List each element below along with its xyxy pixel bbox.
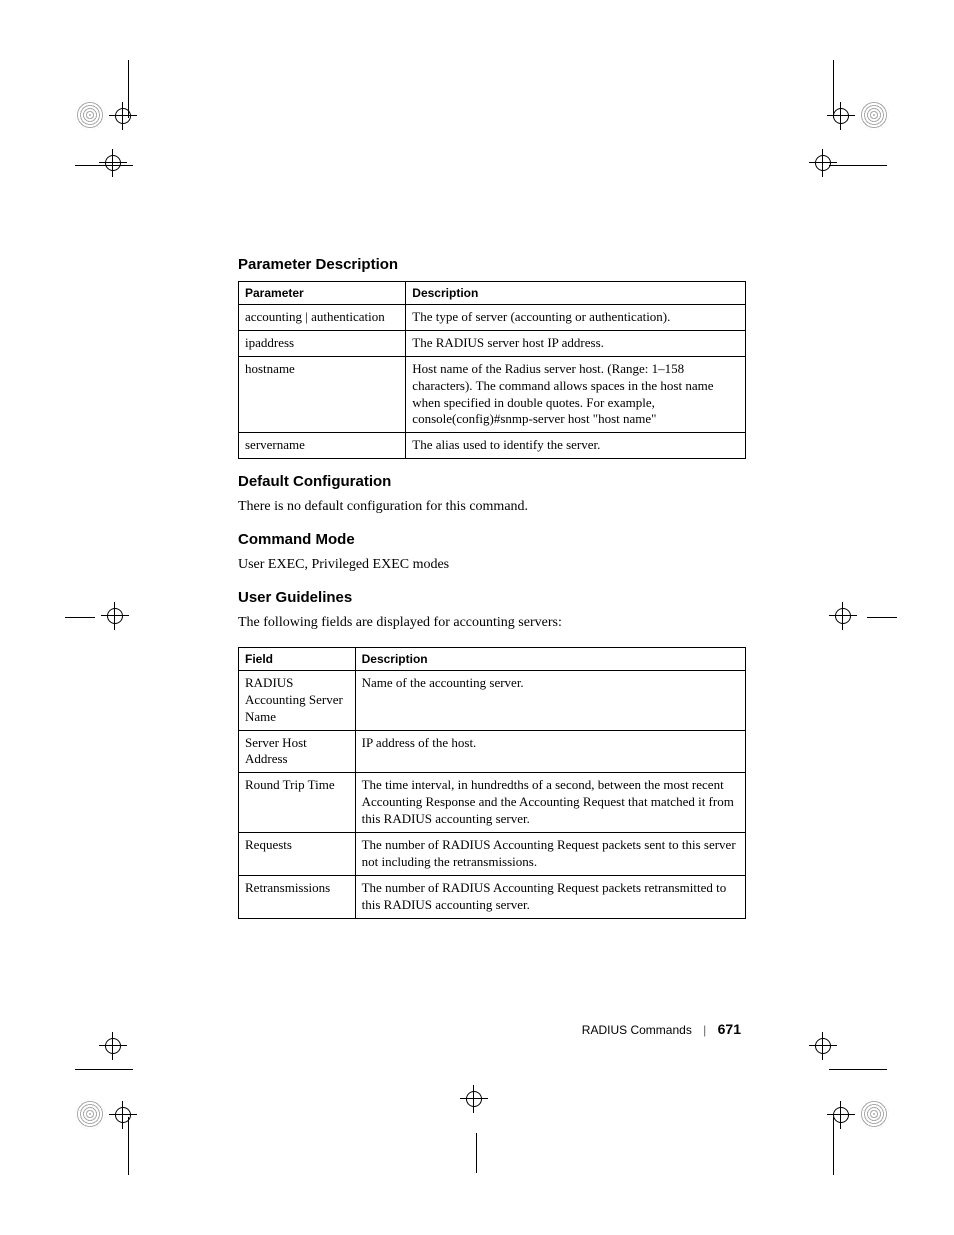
crop-tick-icon <box>128 60 129 118</box>
cell-desc: The type of server (accounting or authen… <box>406 305 746 331</box>
table-row: Server Host Address IP address of the ho… <box>239 730 746 773</box>
cell-desc: The number of RADIUS Accounting Request … <box>355 875 745 918</box>
crop-mark-icon <box>813 1036 859 1082</box>
crop-mark-icon <box>85 100 131 146</box>
crop-tick-icon <box>75 165 133 166</box>
cell-field: Round Trip Time <box>239 773 356 833</box>
cell-param: servername <box>239 433 406 459</box>
crop-tick-icon <box>833 60 834 118</box>
cell-param: ipaddress <box>239 330 406 356</box>
cell-desc: The number of RADIUS Accounting Request … <box>355 833 745 876</box>
text-default-configuration: There is no default configuration for th… <box>238 498 746 517</box>
footer-chapter: RADIUS Commands <box>582 1023 692 1037</box>
heading-default-configuration: Default Configuration <box>238 473 746 490</box>
cell-desc: The alias used to identify the server. <box>406 433 746 459</box>
crop-tick-icon <box>829 1069 887 1070</box>
crop-tick-icon <box>829 165 887 166</box>
crop-tick-icon <box>476 1133 477 1173</box>
table-row: hostname Host name of the Radius server … <box>239 356 746 433</box>
crop-mark-icon <box>833 100 879 146</box>
crop-mark-icon <box>103 1036 149 1082</box>
crop-tick-icon <box>833 1117 834 1175</box>
page-content: Parameter Description Parameter Descript… <box>238 256 746 933</box>
col-header-parameter: Parameter <box>239 282 406 305</box>
col-header-description: Description <box>406 282 746 305</box>
crop-mark-icon <box>103 153 149 199</box>
cell-param: hostname <box>239 356 406 433</box>
footer-page-number: 671 <box>718 1021 741 1037</box>
table-row: Requests The number of RADIUS Accounting… <box>239 833 746 876</box>
table-row: ipaddress The RADIUS server host IP addr… <box>239 330 746 356</box>
cell-field: RADIUS Accounting Server Name <box>239 670 356 730</box>
crop-mark-icon <box>823 596 869 642</box>
cell-field: Retransmissions <box>239 875 356 918</box>
cell-field: Server Host Address <box>239 730 356 773</box>
crop-tick-icon <box>75 1069 133 1070</box>
table-row: Round Trip Time The time interval, in hu… <box>239 773 746 833</box>
cell-desc: Name of the accounting server. <box>355 670 745 730</box>
table-header-row: Field Description <box>239 647 746 670</box>
crop-tick-icon <box>867 617 897 618</box>
cell-desc: The RADIUS server host IP address. <box>406 330 746 356</box>
crop-mark-icon <box>85 1089 131 1135</box>
crop-mark-icon <box>813 153 859 199</box>
crop-tick-icon <box>128 1117 129 1175</box>
col-header-field: Field <box>239 647 356 670</box>
table-row: RADIUS Accounting Server Name Name of th… <box>239 670 746 730</box>
footer-separator-icon: | <box>703 1023 706 1037</box>
table-row: accounting | authentication The type of … <box>239 305 746 331</box>
table-row: Retransmissions The number of RADIUS Acc… <box>239 875 746 918</box>
cell-desc: Host name of the Radius server host. (Ra… <box>406 356 746 433</box>
crop-mark-icon <box>833 1089 879 1135</box>
table-row: servername The alias used to identify th… <box>239 433 746 459</box>
text-user-guidelines: The following fields are displayed for a… <box>238 614 746 633</box>
table-header-row: Parameter Description <box>239 282 746 305</box>
cell-desc: IP address of the host. <box>355 730 745 773</box>
crop-tick-icon <box>65 617 95 618</box>
text-command-mode: User EXEC, Privileged EXEC modes <box>238 556 746 575</box>
cell-param: accounting | authentication <box>239 305 406 331</box>
crop-mark-icon <box>454 1079 500 1125</box>
cell-field: Requests <box>239 833 356 876</box>
heading-command-mode: Command Mode <box>238 531 746 548</box>
table-parameter-description: Parameter Description accounting | authe… <box>238 281 746 459</box>
cell-desc: The time interval, in hundredths of a se… <box>355 773 745 833</box>
page-footer: RADIUS Commands | 671 <box>582 1021 741 1037</box>
table-user-guidelines-fields: Field Description RADIUS Accounting Serv… <box>238 647 746 919</box>
heading-user-guidelines: User Guidelines <box>238 589 746 606</box>
col-header-description: Description <box>355 647 745 670</box>
heading-parameter-description: Parameter Description <box>238 256 746 273</box>
crop-mark-icon <box>95 596 141 642</box>
